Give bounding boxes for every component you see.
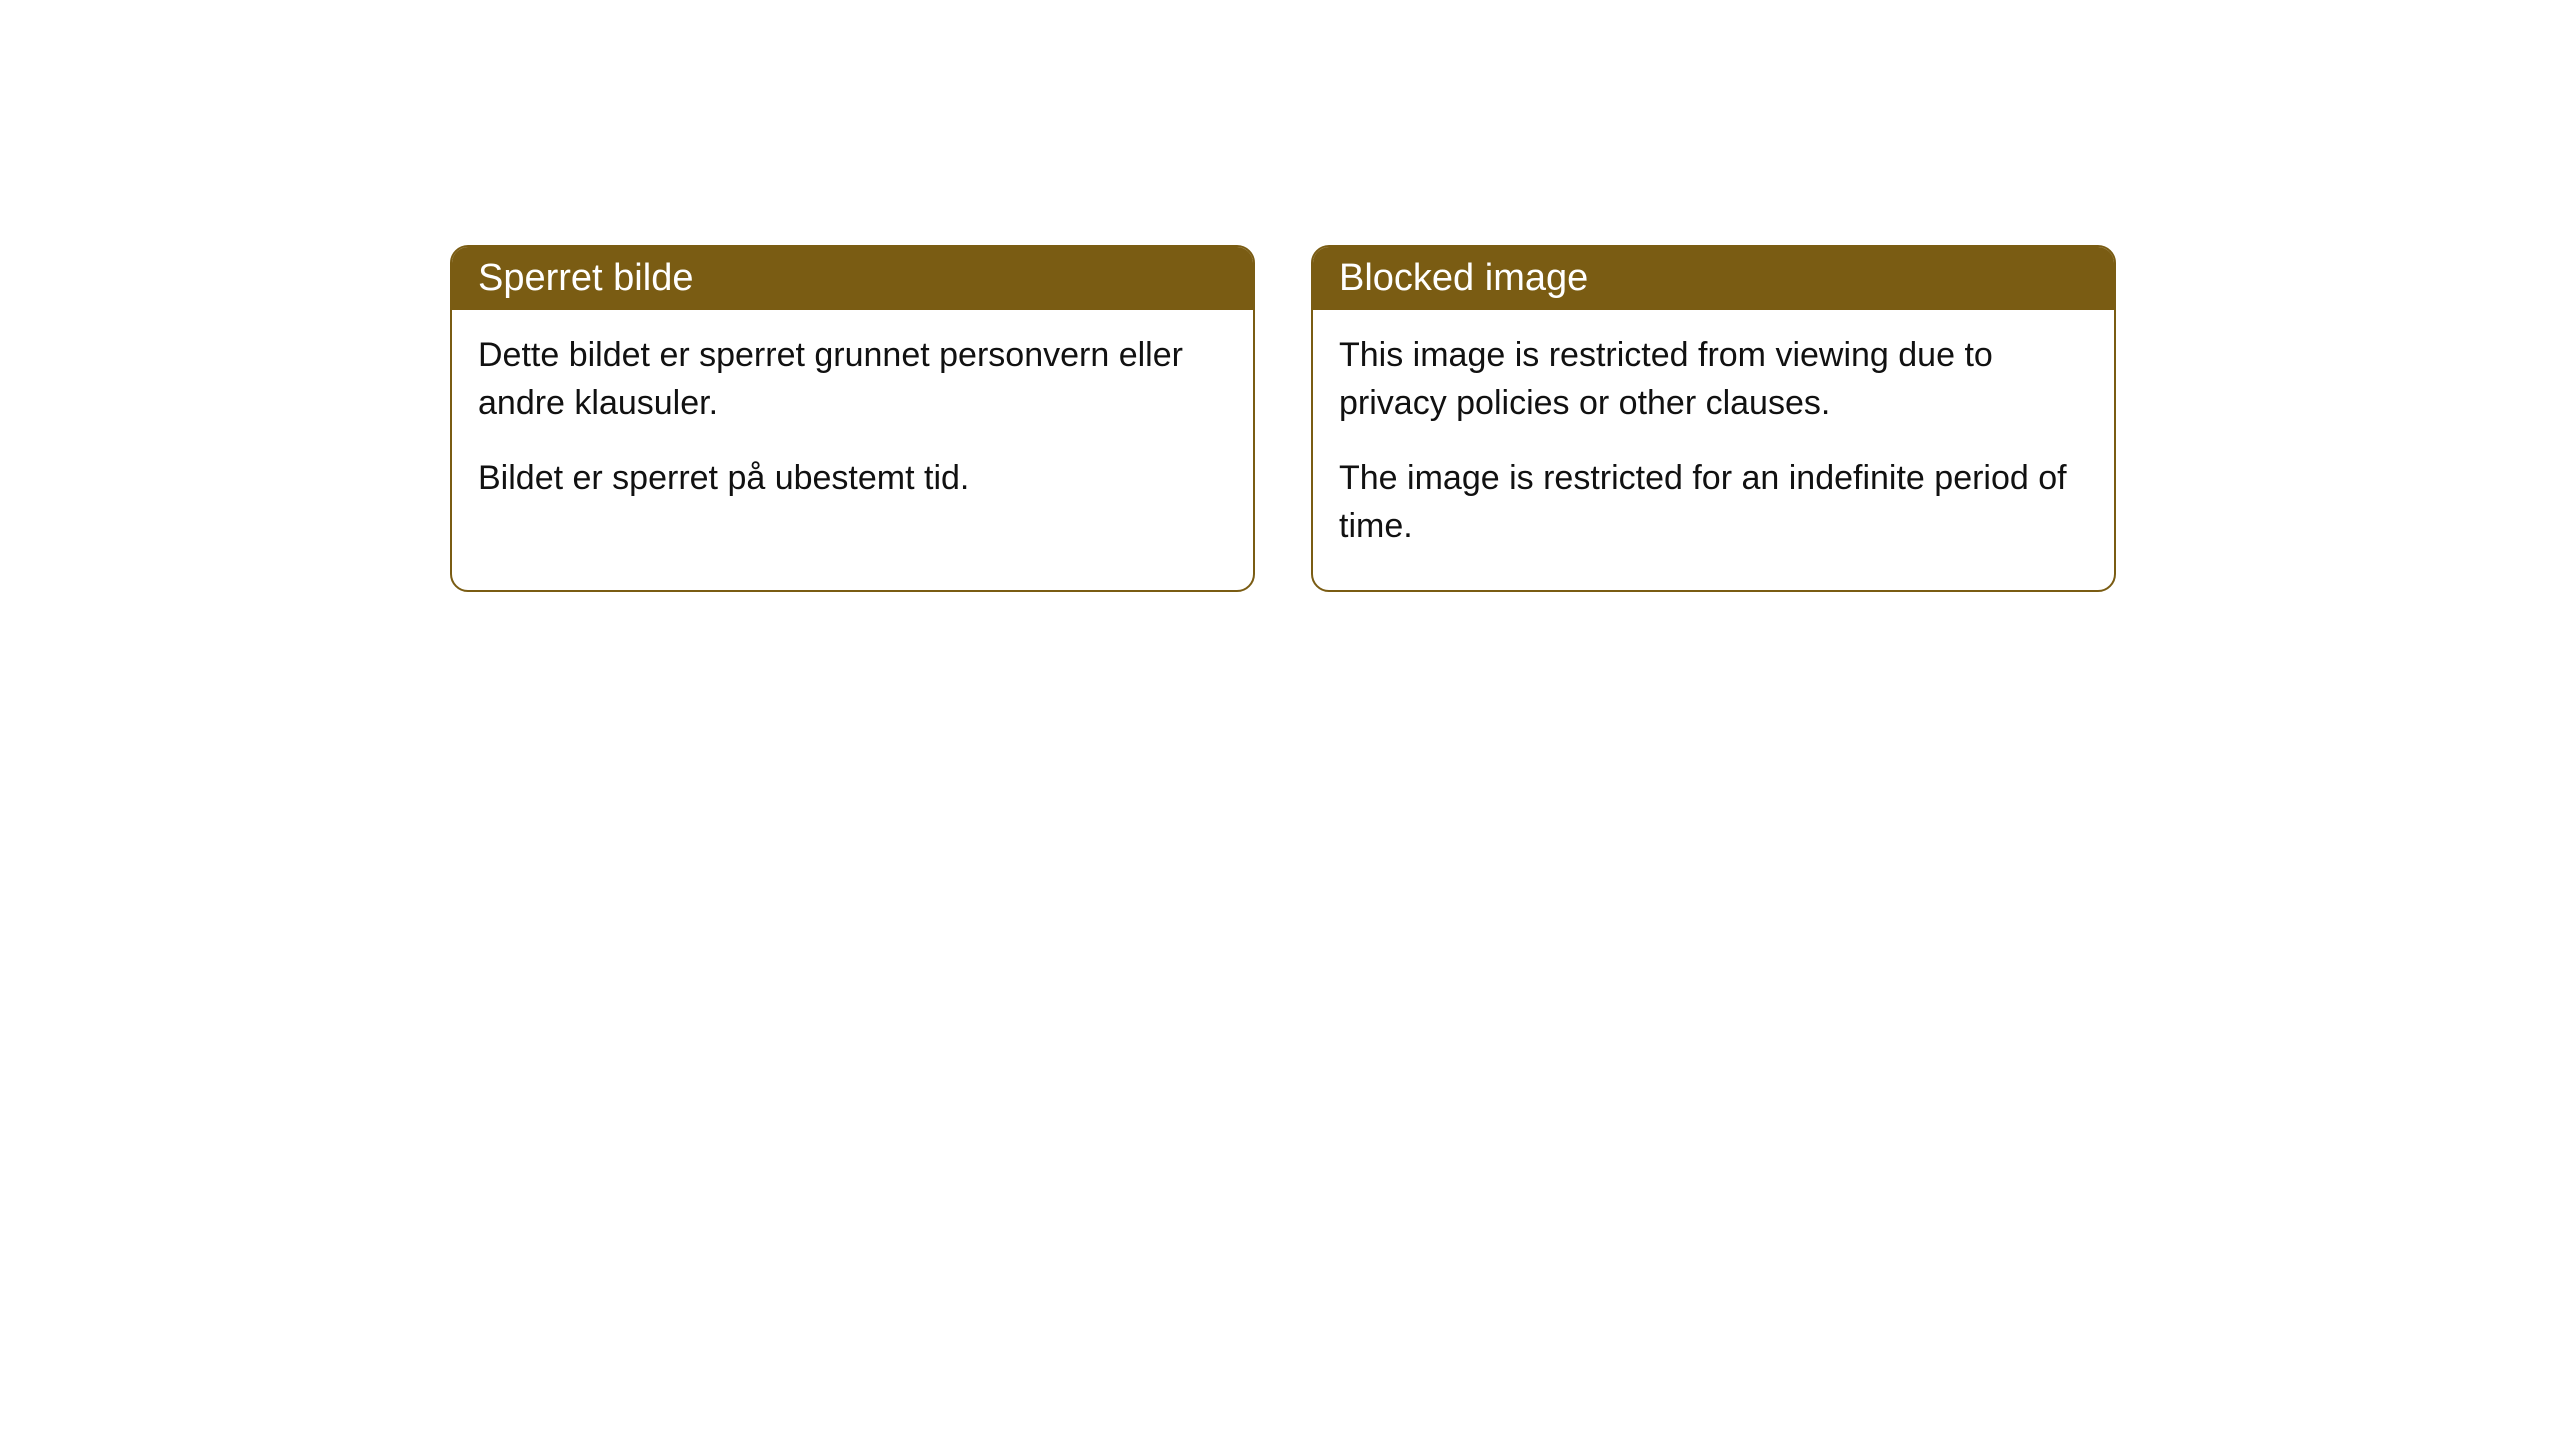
notice-text-line1-norwegian: Dette bildet er sperret grunnet personve… <box>478 332 1227 427</box>
notice-text-line1-english: This image is restricted from viewing du… <box>1339 332 2088 427</box>
blocked-image-card-norwegian: Sperret bilde Dette bildet er sperret gr… <box>450 245 1255 592</box>
card-body-norwegian: Dette bildet er sperret grunnet personve… <box>452 310 1253 543</box>
card-header-english: Blocked image <box>1313 247 2114 310</box>
notice-text-line2-norwegian: Bildet er sperret på ubestemt tid. <box>478 455 1227 503</box>
card-body-english: This image is restricted from viewing du… <box>1313 310 2114 590</box>
notice-text-line2-english: The image is restricted for an indefinit… <box>1339 455 2088 550</box>
notice-cards-container: Sperret bilde Dette bildet er sperret gr… <box>450 245 2116 592</box>
card-header-norwegian: Sperret bilde <box>452 247 1253 310</box>
blocked-image-card-english: Blocked image This image is restricted f… <box>1311 245 2116 592</box>
